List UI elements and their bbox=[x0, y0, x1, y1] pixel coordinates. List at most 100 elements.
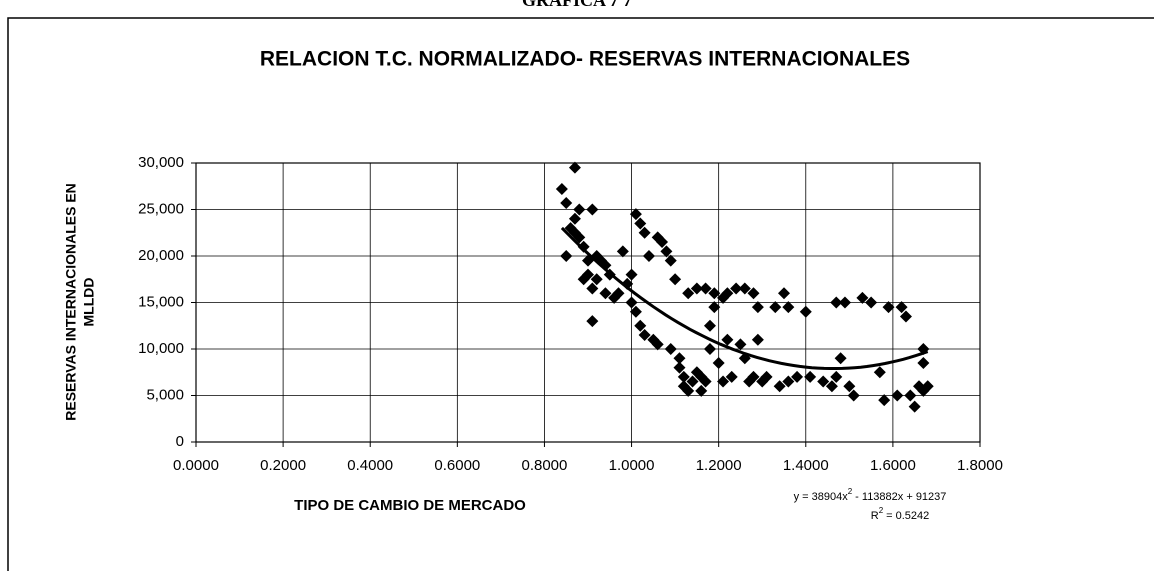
equation-part: 2 bbox=[848, 487, 853, 496]
point bbox=[769, 301, 782, 314]
point bbox=[717, 375, 730, 388]
point bbox=[664, 343, 677, 355]
point bbox=[799, 305, 812, 318]
point bbox=[917, 384, 930, 397]
point bbox=[830, 370, 843, 383]
point bbox=[747, 287, 760, 300]
x-tick-label: 1.8000 bbox=[957, 457, 1003, 474]
point bbox=[586, 203, 599, 216]
point bbox=[677, 370, 690, 383]
point bbox=[673, 361, 686, 374]
point bbox=[782, 301, 795, 314]
x-tick-label: 1.6000 bbox=[870, 457, 916, 474]
point bbox=[638, 329, 651, 342]
point bbox=[725, 370, 738, 383]
point bbox=[603, 268, 616, 281]
point bbox=[791, 370, 804, 383]
y-tick-label: 20,000 bbox=[138, 247, 184, 264]
point bbox=[682, 287, 695, 300]
x-tick-label: 1.4000 bbox=[783, 457, 829, 474]
point bbox=[751, 301, 764, 314]
point bbox=[830, 296, 843, 309]
point bbox=[834, 352, 847, 365]
trendline-equation: y = 38904x2- 113882x + 91237 bbox=[794, 487, 947, 503]
point bbox=[651, 338, 664, 351]
point bbox=[708, 301, 721, 314]
point bbox=[778, 287, 790, 300]
y-axis-label-group: RESERVAS INTERNACIONALES EN MLLDD bbox=[63, 183, 97, 421]
point bbox=[664, 254, 677, 267]
point bbox=[738, 282, 751, 295]
figure-caption: GRAFICA 7 7 bbox=[522, 0, 632, 10]
point bbox=[625, 296, 638, 309]
y-axis-label: RESERVAS INTERNACIONALES EN bbox=[63, 183, 79, 421]
point bbox=[825, 380, 838, 393]
chart-title: RELACION T.C. NORMALIZADO- RESERVAS INTE… bbox=[260, 48, 910, 71]
y-tick-label: 30,000 bbox=[138, 154, 184, 171]
point bbox=[686, 375, 699, 388]
point bbox=[782, 375, 795, 388]
point bbox=[817, 375, 830, 388]
point bbox=[703, 343, 716, 355]
point bbox=[634, 319, 647, 332]
point bbox=[616, 245, 629, 258]
point bbox=[882, 301, 895, 314]
point bbox=[586, 282, 599, 295]
r2-part: 2 bbox=[879, 506, 884, 515]
x-tick-label: 0.4000 bbox=[347, 457, 393, 474]
point bbox=[734, 338, 747, 351]
point bbox=[804, 370, 817, 383]
y-tick-label: 0 bbox=[176, 433, 184, 450]
point bbox=[738, 352, 751, 365]
r2-part: R bbox=[871, 510, 879, 522]
point bbox=[582, 268, 594, 281]
point bbox=[682, 384, 695, 397]
point bbox=[878, 394, 891, 407]
point bbox=[699, 282, 712, 295]
point bbox=[625, 268, 638, 281]
point bbox=[847, 389, 860, 402]
y-tick-label: 25,000 bbox=[138, 200, 184, 217]
point bbox=[856, 291, 869, 304]
point bbox=[760, 370, 773, 383]
point bbox=[838, 296, 851, 309]
x-tick-label: 0.2000 bbox=[260, 457, 306, 474]
point bbox=[599, 287, 612, 300]
point bbox=[590, 273, 603, 286]
point bbox=[660, 245, 673, 258]
point bbox=[751, 333, 764, 346]
point bbox=[908, 400, 921, 413]
point bbox=[560, 250, 573, 262]
point bbox=[629, 305, 642, 318]
y-tick-label: 10,000 bbox=[138, 340, 184, 357]
point bbox=[747, 370, 760, 383]
point bbox=[695, 384, 708, 397]
point bbox=[577, 240, 590, 253]
equation-part: - 113882x + 91237 bbox=[855, 491, 946, 503]
x-tick-label: 0.8000 bbox=[521, 457, 567, 474]
x-tick-label: 1.0000 bbox=[609, 457, 655, 474]
x-axis-label: TIPO DE CAMBIO DE MERCADO bbox=[294, 497, 526, 514]
point bbox=[586, 315, 599, 328]
point bbox=[555, 183, 568, 196]
point bbox=[599, 259, 612, 272]
point bbox=[708, 287, 721, 300]
point bbox=[904, 389, 917, 402]
point bbox=[634, 217, 647, 230]
point bbox=[917, 356, 930, 369]
point bbox=[773, 380, 786, 393]
trendline-r2: R2 = 0.5242 bbox=[871, 506, 930, 522]
r2-part: = 0.5242 bbox=[886, 510, 929, 522]
point bbox=[730, 282, 743, 295]
point bbox=[873, 366, 886, 379]
point bbox=[721, 287, 734, 300]
point bbox=[568, 212, 581, 225]
point bbox=[656, 236, 669, 249]
point bbox=[621, 277, 634, 290]
point bbox=[703, 319, 716, 332]
point bbox=[699, 375, 712, 388]
chart-border bbox=[7, 17, 1154, 571]
point bbox=[673, 352, 686, 365]
point bbox=[865, 296, 878, 309]
point bbox=[560, 196, 573, 209]
